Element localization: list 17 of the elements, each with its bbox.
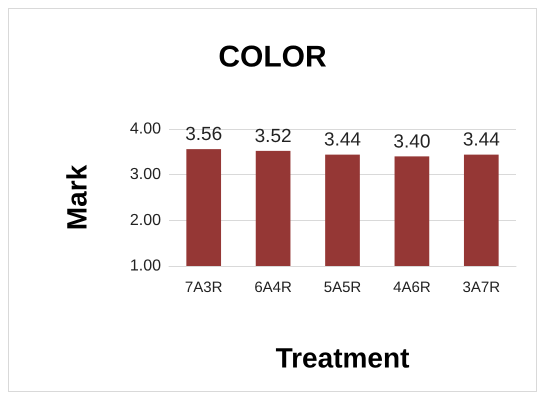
x-tick-label: 3A7R (462, 279, 500, 296)
x-axis-title: Treatment (276, 342, 410, 374)
x-tick-label: 5A5R (324, 279, 362, 296)
data-label: 3.56 (185, 124, 222, 146)
data-label: 3.40 (393, 131, 430, 152)
data-label: 3.44 (324, 130, 362, 151)
y-tick-label: 3.00 (130, 166, 162, 184)
data-label: 3.52 (254, 126, 292, 147)
x-tick-label: 7A3R (184, 279, 223, 296)
y-axis-title: Mark (62, 164, 92, 230)
x-tick-label: 6A4R (254, 279, 292, 296)
y-tick-label: 4.00 (130, 120, 162, 138)
chart-title: COLOR (218, 40, 327, 74)
data-label: 3.44 (462, 130, 500, 151)
y-tick-label: 1.00 (130, 258, 162, 274)
y-tick-label: 2.00 (130, 212, 162, 229)
x-tick-label: 4A6R (393, 279, 431, 296)
